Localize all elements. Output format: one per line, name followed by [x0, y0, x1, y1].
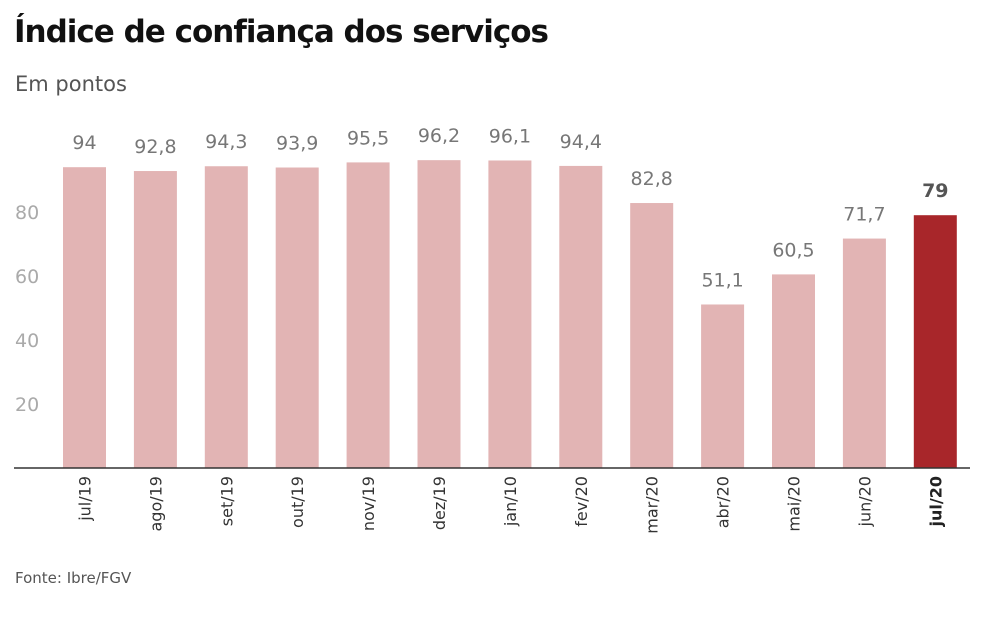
- chart-subtitle: Em pontos: [15, 72, 127, 96]
- value-label: 94,4: [560, 131, 602, 153]
- bar: [417, 160, 461, 468]
- x-tick-label: abr/20: [714, 476, 733, 528]
- value-label: 93,9: [276, 133, 318, 155]
- x-tick-label: dez/19: [430, 476, 449, 530]
- x-tick-label: out/19: [288, 476, 307, 528]
- x-tick-label: jan/10: [501, 476, 520, 527]
- bar: [133, 171, 177, 469]
- chart-title: Índice de confiança dos serviços: [14, 14, 549, 50]
- x-tick-label: fev/20: [572, 476, 591, 527]
- x-tick-label: set/19: [217, 476, 236, 526]
- value-label: 71,7: [843, 204, 885, 226]
- value-label: 96,2: [418, 125, 460, 147]
- bar: [913, 215, 957, 468]
- x-tick-label: jun/20: [855, 476, 874, 527]
- bar: [842, 238, 886, 468]
- bar: [630, 203, 674, 469]
- x-tick-label: mai/20: [785, 476, 804, 532]
- value-label: 94,3: [205, 131, 247, 153]
- x-tick-label: jul/19: [76, 476, 95, 522]
- value-label: 51,1: [701, 269, 743, 291]
- value-label: 95,5: [347, 127, 389, 149]
- bar: [275, 167, 319, 468]
- bar: [346, 162, 390, 468]
- x-tick-label: jul/20: [926, 476, 945, 527]
- bar: [559, 165, 603, 469]
- bar: [63, 167, 106, 468]
- y-tick-label: 40: [15, 330, 39, 352]
- y-tick-label: 20: [15, 394, 39, 416]
- value-label: 92,8: [134, 136, 176, 158]
- value-label: 60,5: [772, 239, 814, 261]
- value-label: 82,8: [631, 168, 673, 190]
- value-label: 94: [72, 132, 96, 154]
- bar: [701, 304, 745, 468]
- x-tick-label: nov/19: [359, 476, 378, 531]
- source-note: Fonte: Ibre/FGV: [15, 569, 132, 587]
- x-tick-label: ago/19: [146, 476, 165, 532]
- value-label: 79: [922, 180, 948, 202]
- x-tick-label: mar/20: [643, 476, 662, 534]
- bar: [204, 166, 248, 469]
- y-tick-label: 80: [15, 202, 39, 224]
- y-tick-label: 60: [15, 266, 39, 288]
- bar: [772, 274, 815, 468]
- value-label: 96,1: [489, 125, 531, 147]
- bar: [488, 160, 532, 469]
